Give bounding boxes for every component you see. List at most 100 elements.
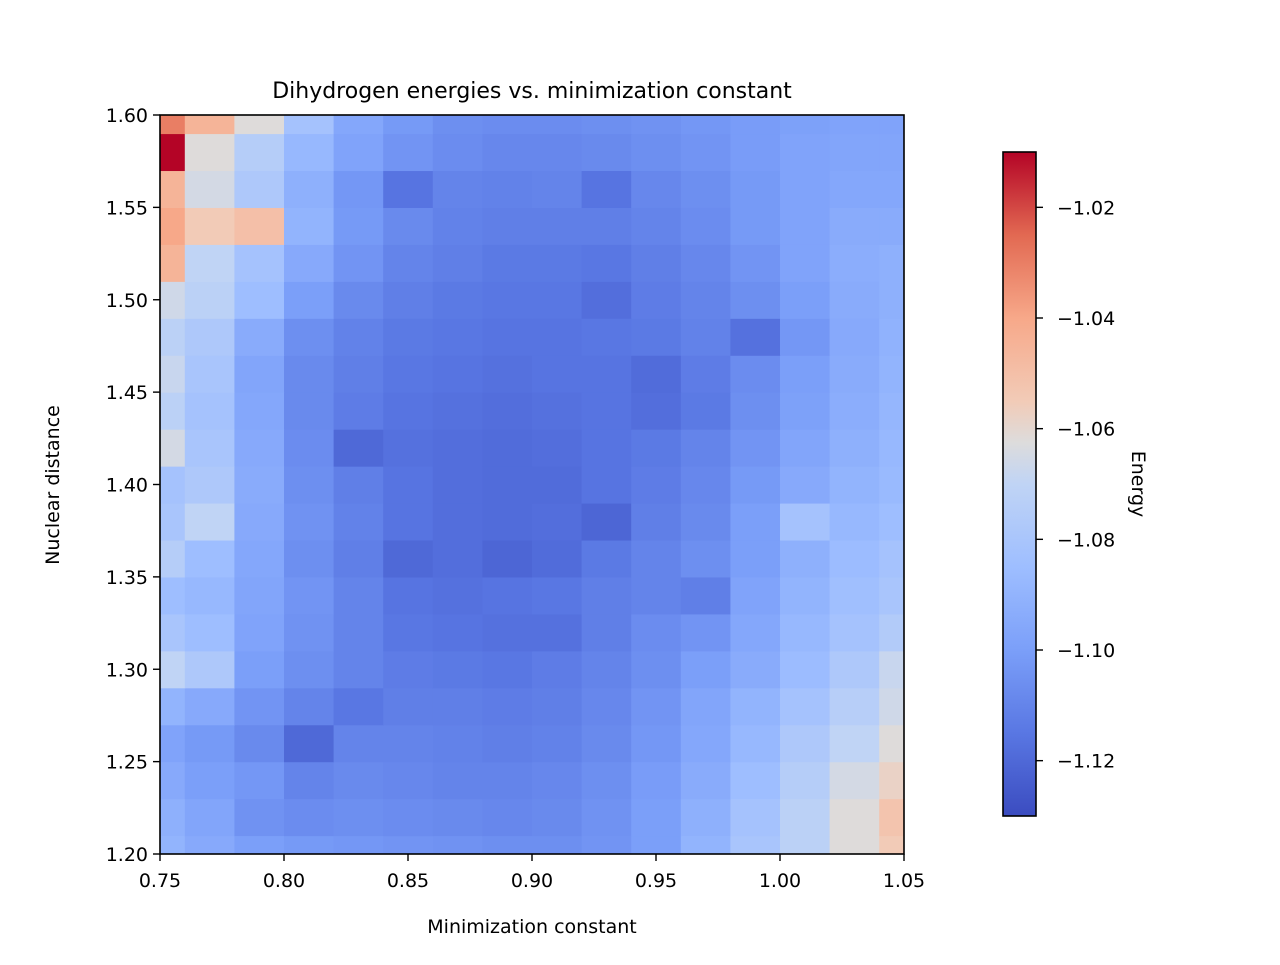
colorbar-tick-label: −1.06 [1057,419,1115,441]
heatmap-cell [432,724,483,763]
heatmap-cell [432,318,483,356]
heatmap-cell [829,576,880,615]
colorbar-tick-label: −1.12 [1057,751,1115,773]
heatmap-cell [160,207,186,245]
heatmap-cell [284,355,335,393]
heatmap-cell [160,244,186,282]
heatmap-cell [532,392,583,430]
heatmap-cell [780,207,831,245]
heatmap-cell [284,429,335,467]
heatmap-cell [631,798,682,837]
heatmap-cell [184,466,235,504]
colorbar-tick-label: −1.10 [1057,640,1115,662]
heatmap-cell [184,281,235,319]
heatmap-cell [631,281,682,319]
x-axis-label: Minimization constant [427,916,636,938]
heatmap-cell [730,281,781,319]
heatmap-cell [680,281,731,319]
heatmap-cell [160,466,186,504]
heatmap-cell [432,798,483,837]
heatmap-cell [333,539,384,578]
heatmap-cell [631,318,682,356]
heatmap-cell [879,244,904,282]
heatmap-cell [482,318,533,356]
heatmap-cell [879,355,904,393]
heatmap-cell [780,576,831,615]
heatmap-cell [284,207,335,245]
y-axis: 1.20 1.25 1.30 1.35 1.40 1.45 1.50 1.55 1.60 [106,105,160,866]
heatmap-cell [482,539,533,578]
heatmap-cell [680,798,731,837]
heatmap-cell [730,115,781,135]
y-tick-label: 1.20 [106,844,148,866]
heatmap-cell [879,687,904,726]
heatmap-cell [234,170,285,208]
heatmap-cell [184,115,235,135]
heatmap-cell [333,761,384,800]
heatmap-cell [829,429,880,467]
heatmap-cell [333,650,384,689]
heatmap-cell [333,613,384,652]
heatmap-cell [730,244,781,282]
heatmap-cell [780,466,831,504]
heatmap-cell [160,281,186,319]
heatmap-cell [879,761,904,800]
heatmap-cell [482,835,533,854]
x-tick-label: 0.80 [263,870,305,892]
heatmap-cell [284,761,335,800]
heatmap-cell [284,576,335,615]
heatmap-cell [284,170,335,208]
heatmap-cell [780,687,831,726]
heatmap-cell [631,429,682,467]
heatmap-cell [730,724,781,763]
heatmap-cell [680,392,731,430]
heatmap-cell [879,170,904,208]
heatmap-cell [680,576,731,615]
heatmap-cell [829,724,880,763]
heatmap-cell [482,429,533,467]
heatmap-cell [383,133,434,172]
heatmap-cell [234,724,285,763]
colorbar-tick-label: −1.08 [1057,529,1115,551]
heatmap-cell [829,392,880,430]
heatmap-cell [829,207,880,245]
heatmap-cell [879,724,904,763]
heatmap-cell [482,613,533,652]
heatmap-cell [680,429,731,467]
heatmap-cell [631,355,682,393]
heatmap-cell [333,576,384,615]
heatmap-cell [333,835,384,854]
heatmap-cell [184,502,235,541]
heatmap-cell [184,798,235,837]
heatmap-cell [160,170,186,208]
heatmap-cell [234,318,285,356]
heatmap-cell [284,392,335,430]
heatmap-cell [333,207,384,245]
heatmap-cell [160,576,186,615]
heatmap-cell [730,576,781,615]
heatmap-cell [879,281,904,319]
colorbar-axis: −1.02 −1.04 −1.06 −1.08 −1.10 −1.12 [1036,197,1115,773]
heatmap-cell [184,724,235,763]
heatmap-cell [829,281,880,319]
heatmap-cell [432,115,483,135]
heatmap-cell [160,835,186,854]
heatmap-cell [532,613,583,652]
heatmap-cell [234,244,285,282]
heatmap-cell [234,502,285,541]
heatmap-cell [383,687,434,726]
heatmap-cell [829,650,880,689]
heatmap-cell [532,650,583,689]
heatmap-cell [879,318,904,356]
heatmap-cell [482,244,533,282]
heatmap-cell [482,724,533,763]
heatmap-cell [284,502,335,541]
heatmap-cell [730,539,781,578]
heatmap-cell [482,576,533,615]
heatmap-cell [284,835,335,854]
heatmap-cell [234,466,285,504]
heatmap-cell [829,539,880,578]
heatmap-cell [879,502,904,541]
heatmap-cell [829,115,880,135]
heatmap-cell [432,835,483,854]
